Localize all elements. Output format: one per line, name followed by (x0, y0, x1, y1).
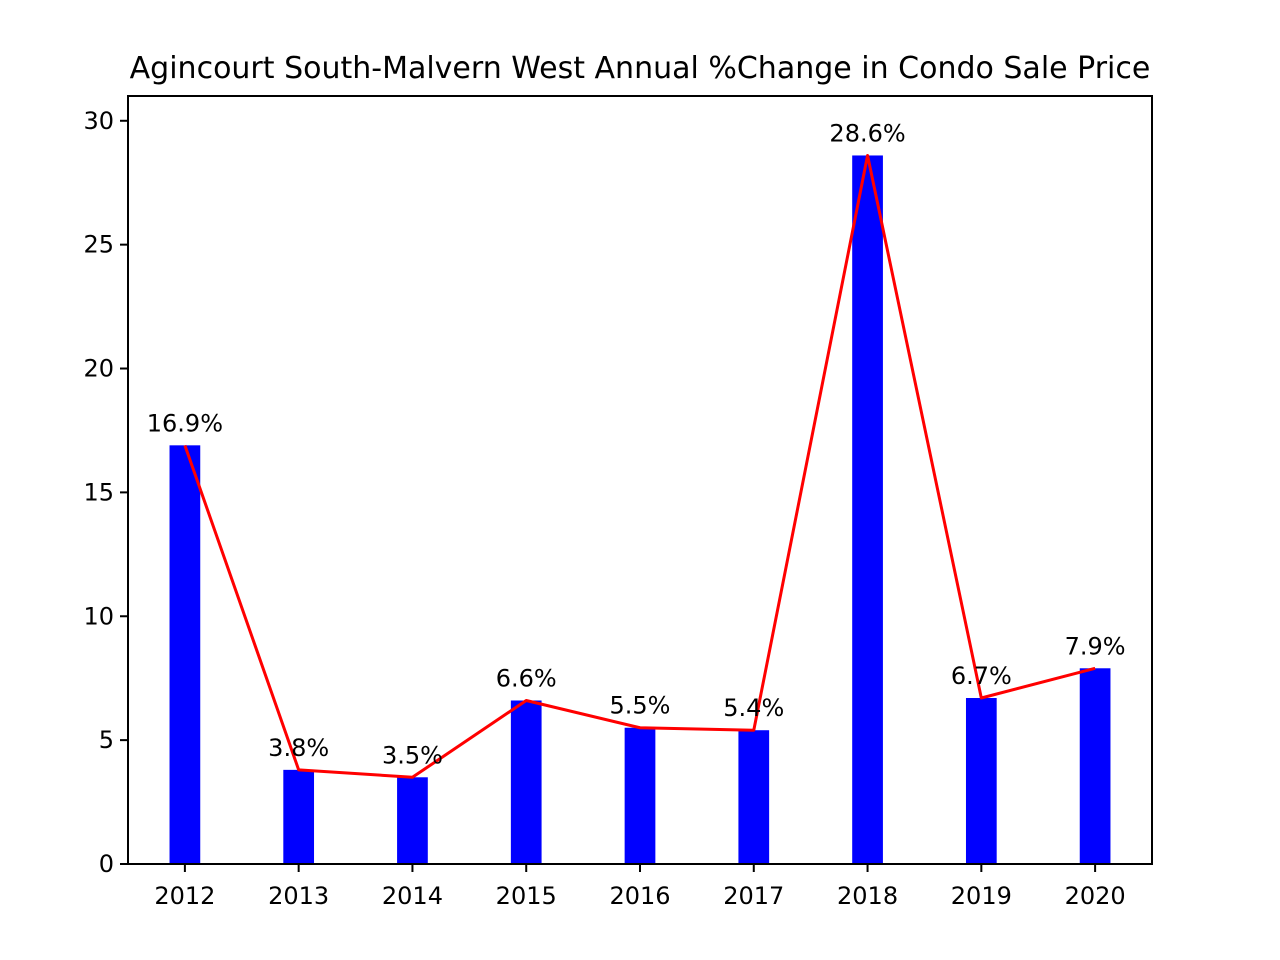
x-tick-label-2012: 2012 (154, 882, 215, 910)
data-label-2014: 3.5% (382, 741, 443, 769)
data-label-2018: 28.6% (829, 119, 905, 147)
trend-line (183, 153, 1096, 779)
y-tick-label-0: 0 (99, 850, 114, 878)
x-tick-label-2016: 2016 (609, 882, 670, 910)
data-label-2020: 7.9% (1065, 632, 1126, 660)
data-label-2015: 6.6% (496, 664, 557, 692)
line-overlay-group (183, 153, 1096, 779)
bars-group (169, 155, 1111, 864)
data-label-2016: 5.5% (610, 692, 671, 720)
x-axis: 2012 2013 2014 2015 2016 2017 2018 2019 2020 (154, 864, 1126, 910)
x-tick-label-2017: 2017 (723, 882, 784, 910)
bar-2017 (738, 730, 770, 864)
x-tick-label-2019: 2019 (951, 882, 1012, 910)
x-tick-label-2014: 2014 (382, 882, 443, 910)
bar-2012 (169, 445, 201, 864)
bar-2013 (283, 769, 315, 864)
bar-2019 (965, 698, 997, 864)
bar-2018 (852, 155, 883, 864)
y-tick-label-25: 25 (83, 231, 114, 259)
x-tick-label-2018: 2018 (837, 882, 898, 910)
y-axis: 0 5 10 15 20 25 30 (83, 107, 128, 878)
y-tick-label-20: 20 (83, 355, 114, 383)
bar-2014 (397, 777, 428, 864)
x-tick-label-2020: 2020 (1065, 882, 1126, 910)
data-labels-group: 16.9% 3.8% 3.5% 6.6% 5.5% 5.4% 28.6% 6.7% 7.9% (147, 119, 1126, 769)
data-label-2017: 5.4% (723, 694, 784, 722)
bar-2016 (624, 727, 656, 864)
plot-frame (127, 95, 1153, 865)
data-label-2019: 6.7% (951, 662, 1012, 690)
x-tick-label-2015: 2015 (496, 882, 557, 910)
y-tick-label-15: 15 (83, 478, 114, 506)
data-label-2012: 16.9% (147, 409, 223, 437)
data-label-2013: 3.8% (268, 734, 329, 762)
bar-2015 (510, 700, 542, 864)
chart-title: Agincourt South-Malvern West Annual %Cha… (130, 51, 1151, 86)
y-tick-label-5: 5 (99, 726, 114, 754)
y-tick-label-10: 10 (83, 602, 114, 630)
y-tick-label-30: 30 (83, 107, 114, 135)
bar-2020 (1079, 668, 1111, 864)
x-tick-label-2013: 2013 (268, 882, 329, 910)
